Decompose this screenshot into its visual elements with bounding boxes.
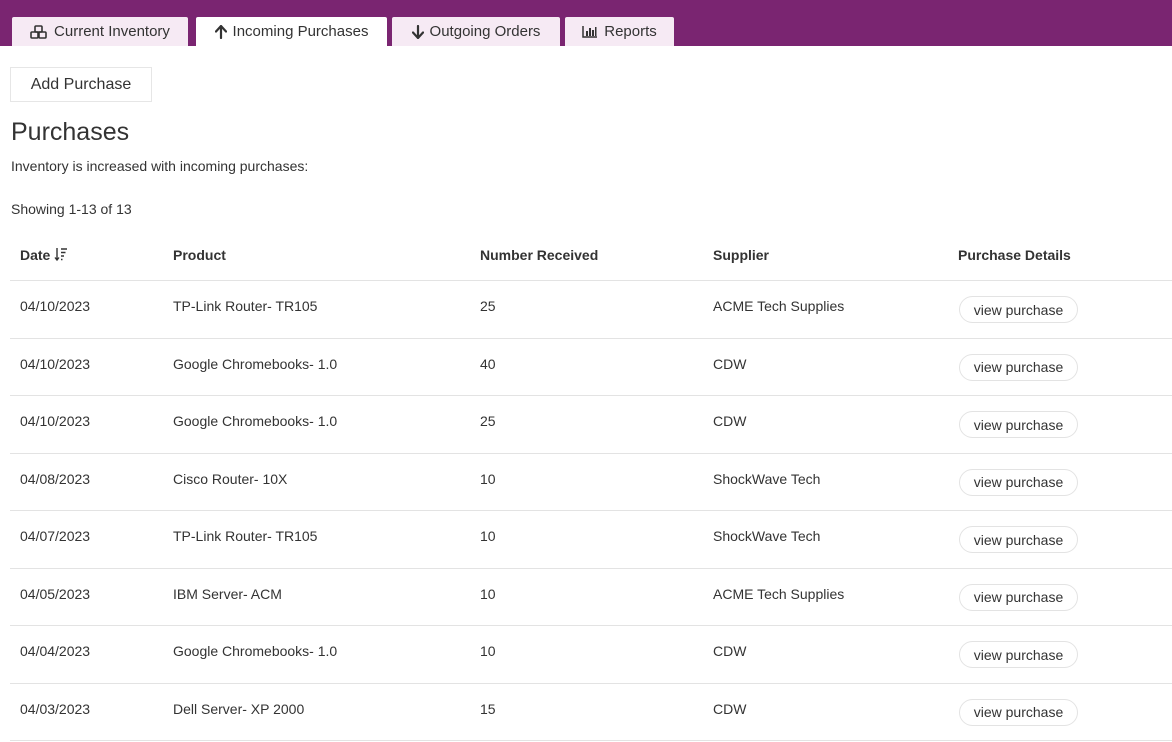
column-header-purchase-details: Purchase Details — [958, 247, 1071, 263]
cell-number-received: 15 — [480, 700, 496, 717]
cell-product: TP-Link Router- TR105 — [173, 298, 318, 314]
table-row: 04/08/2023 Cisco Router- 10X 10 ShockWav… — [10, 454, 1172, 511]
arrow-down-icon — [411, 24, 424, 39]
column-header-label: Date — [20, 247, 51, 263]
view-purchase-button[interactable]: view purchase — [959, 641, 1078, 668]
cell-number-received: 10 — [480, 470, 496, 487]
table-row: 04/10/2023 TP-Link Router- TR105 25 ACME… — [10, 281, 1172, 339]
cell-supplier: CDW — [713, 700, 747, 717]
tab-reports[interactable]: Reports — [565, 17, 674, 46]
view-purchase-button[interactable]: view purchase — [959, 468, 1078, 496]
cell-date: 04/08/2023 — [20, 470, 91, 487]
column-header-number-received[interactable]: Number Received — [480, 247, 599, 263]
add-purchase-button[interactable]: Add Purchase — [10, 67, 152, 102]
page-title: Purchases — [11, 118, 130, 146]
cell-product: Google Chromebooks- 1.0 — [173, 355, 338, 372]
cell-product: TP-Link Router- TR105 — [173, 528, 318, 544]
cell-supplier: CDW — [713, 643, 747, 659]
cell-supplier: ShockWave Tech — [713, 470, 821, 487]
cell-number-received: 10 — [480, 643, 496, 659]
cell-product: IBM Server- ACM — [173, 585, 282, 602]
cell-supplier: ACME Tech Supplies — [713, 298, 845, 314]
sort-descending-icon[interactable] — [54, 246, 68, 265]
cell-number-received: 25 — [480, 298, 496, 314]
cell-supplier: CDW — [713, 413, 747, 429]
table-row: 04/10/2023 Google Chromebooks- 1.0 25 CD… — [10, 396, 1172, 454]
cell-date: 04/05/2023 — [20, 585, 91, 602]
page-subtitle: Inventory is increased with incoming pur… — [11, 158, 309, 174]
cell-date: 04/04/2023 — [20, 643, 91, 659]
view-purchase-button[interactable]: view purchase — [959, 411, 1078, 438]
bar-chart-icon — [582, 25, 598, 38]
cell-product: Google Chromebooks- 1.0 — [173, 413, 338, 429]
view-purchase-button[interactable]: view purchase — [959, 526, 1078, 553]
column-header-product[interactable]: Product — [173, 247, 226, 263]
cell-product: Cisco Router- 10X — [173, 470, 288, 487]
view-purchase-button[interactable]: view purchase — [959, 296, 1078, 323]
table-row: 04/03/2023 Dell Server- XP 2000 15 CDW v… — [10, 684, 1172, 741]
cell-date: 04/10/2023 — [20, 298, 91, 314]
table-row: 04/07/2023 TP-Link Router- TR105 10 Shoc… — [10, 511, 1172, 569]
cell-supplier: ACME Tech Supplies — [713, 585, 845, 602]
view-purchase-button[interactable]: view purchase — [959, 353, 1078, 381]
view-purchase-button[interactable]: view purchase — [959, 698, 1078, 726]
table-row: 04/10/2023 Google Chromebooks- 1.0 40 CD… — [10, 339, 1172, 396]
arrow-up-icon — [214, 24, 227, 39]
top-navigation-bar: Current Inventory Incoming Purchases Out… — [0, 0, 1172, 46]
cell-number-received: 10 — [480, 528, 496, 544]
cell-date: 04/03/2023 — [20, 700, 91, 717]
view-purchase-button[interactable]: view purchase — [959, 583, 1078, 611]
cell-number-received: 10 — [480, 585, 496, 602]
cell-date: 04/07/2023 — [20, 528, 91, 544]
tab-label: Current Inventory — [54, 23, 170, 40]
purchases-table-body: 04/10/2023 TP-Link Router- TR105 25 ACME… — [10, 281, 1172, 741]
cell-supplier: CDW — [713, 355, 747, 372]
cell-date: 04/10/2023 — [20, 355, 91, 372]
table-row: 04/04/2023 Google Chromebooks- 1.0 10 CD… — [10, 626, 1172, 684]
cell-date: 04/10/2023 — [20, 413, 91, 429]
cell-product: Dell Server- XP 2000 — [173, 700, 305, 717]
column-header-supplier[interactable]: Supplier — [713, 247, 770, 263]
tab-label: Reports — [604, 23, 657, 40]
column-header-date[interactable]: Date — [20, 230, 68, 280]
table-header: Date Product Number Received Supplier Pu… — [10, 230, 1172, 281]
cell-product: Google Chromebooks- 1.0 — [173, 643, 338, 659]
cell-number-received: 25 — [480, 413, 496, 429]
cell-number-received: 40 — [480, 355, 496, 372]
tab-label: Incoming Purchases — [232, 23, 369, 40]
tab-label: Outgoing Orders — [429, 23, 541, 40]
results-count: Showing 1-13 of 13 — [11, 201, 132, 217]
tab-incoming-purchases[interactable]: Incoming Purchases — [196, 17, 387, 46]
tab-current-inventory[interactable]: Current Inventory — [12, 17, 188, 46]
tab-outgoing-orders[interactable]: Outgoing Orders — [392, 17, 560, 46]
cell-supplier: ShockWave Tech — [713, 528, 821, 544]
table-row: 04/05/2023 IBM Server- ACM 10 ACME Tech … — [10, 569, 1172, 626]
cubes-icon — [30, 24, 48, 39]
